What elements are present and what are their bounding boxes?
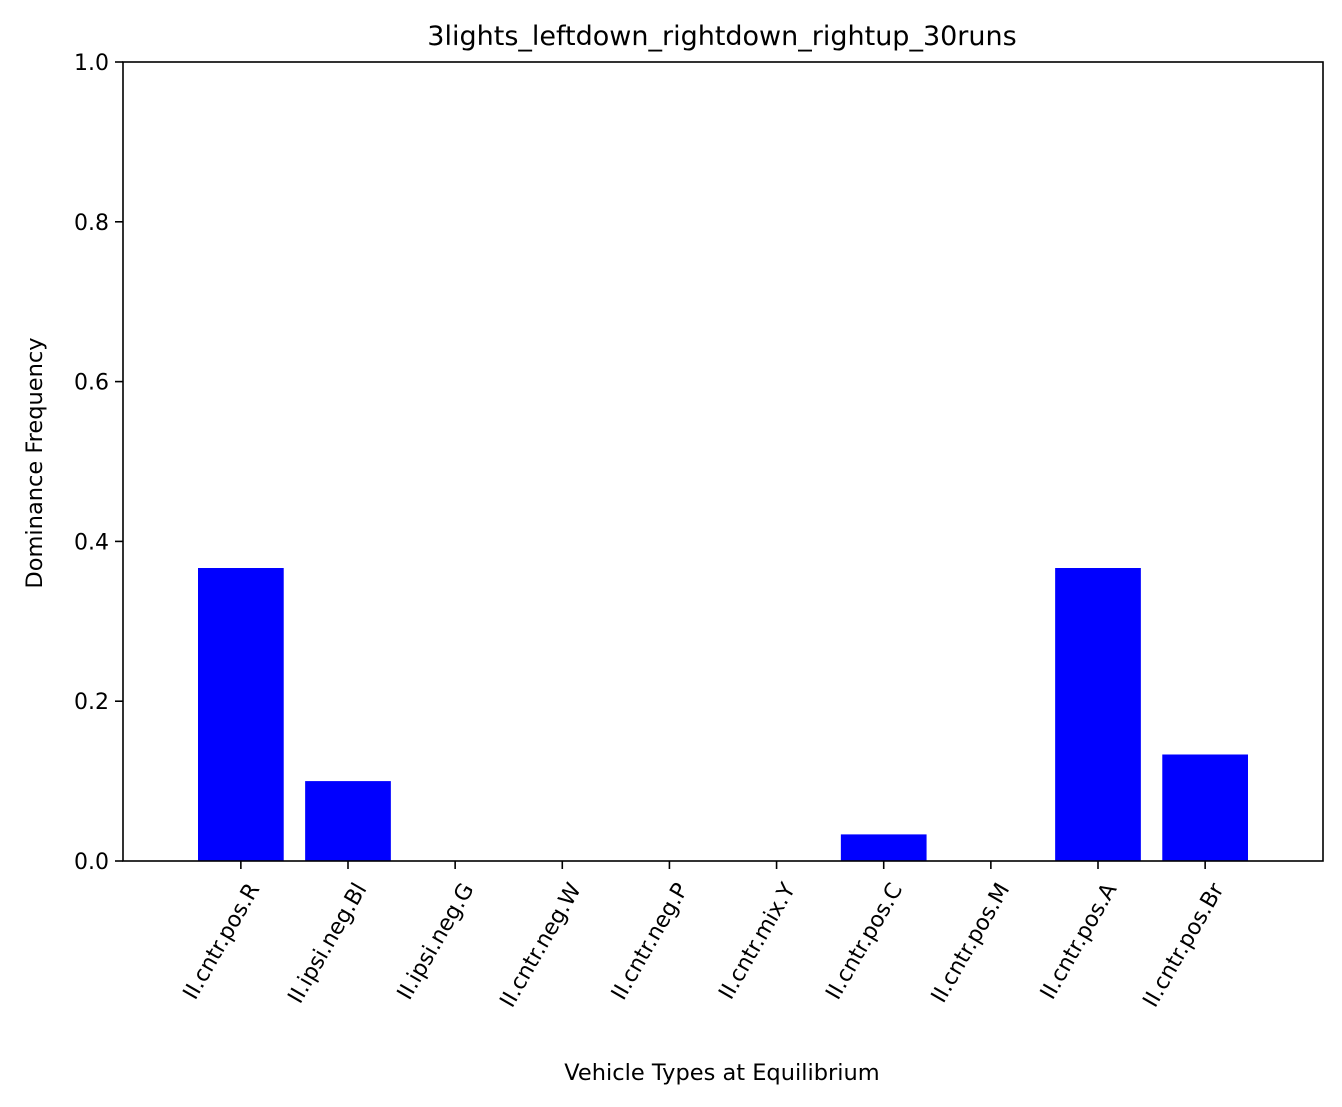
bar-II.ipsi.neg.Bl [305,781,391,861]
x-tick-label: II.cntr.pos.A [1036,879,1122,1004]
bar-II.cntr.pos.Br [1162,754,1248,861]
x-tick-label: II.cntr.pos.Br [1139,878,1230,1011]
bar-II.cntr.pos.R [198,568,284,861]
x-axis: II.cntr.pos.R II.ipsi.neg.Bl II.ipsi.neg.G… [179,861,1230,1012]
x-axis-label: Vehicle Types at Equilibrium [564,1060,879,1086]
y-axis-label: Dominance Frequency [22,337,48,588]
y-axis: 0.0 0.2 0.4 0.6 0.8 1.0 [74,51,123,875]
y-tick-label: 0.6 [74,371,109,396]
y-tick-label: 1.0 [74,51,109,76]
y-tick-label: 0.0 [74,850,109,875]
bars-group [198,568,1248,861]
x-tick-label: II.ipsi.neg.G [393,879,480,1004]
x-tick-label: II.cntr.neg.P [607,879,694,1004]
y-tick-label: 0.4 [74,530,109,555]
y-tick-label: 0.2 [74,690,109,715]
bar-II.cntr.pos.C [840,834,927,861]
chart-title: 3lights_leftdown_rightdown_rightup_30run… [427,21,1016,52]
x-tick-label: II.cntr.pos.R [179,879,266,1004]
x-tick-label: II.cntr.pos.M [927,879,1015,1007]
plot-frame [122,61,1324,862]
bar-II.cntr.pos.A [1055,568,1141,861]
y-tick-label: 0.8 [74,211,109,236]
x-tick-label: II.cntr.neg.W [496,879,587,1012]
x-tick-label: II.cntr.pos.C [821,879,908,1004]
x-tick-label: II.cntr.mix.Y [714,879,801,1004]
x-tick-label: II.ipsi.neg.Bl [284,879,373,1008]
